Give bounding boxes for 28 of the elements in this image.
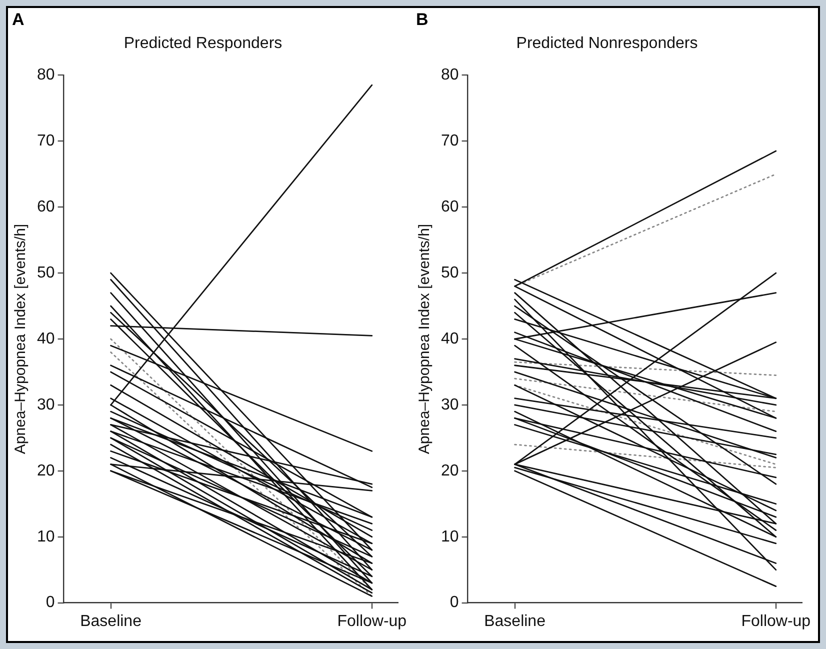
- y-tick-label: 80: [37, 66, 55, 84]
- x-tick-label: Baseline: [80, 612, 142, 630]
- y-tick-label: 10: [441, 528, 459, 546]
- y-tick-label: 40: [441, 330, 459, 348]
- text: B: [416, 10, 428, 30]
- y-tick-label: 70: [441, 132, 459, 150]
- y-tick-label: 0: [46, 594, 55, 612]
- chart-title: Predicted Nonresponders: [516, 35, 698, 52]
- text: A: [12, 10, 24, 30]
- y-tick-label: 50: [441, 264, 459, 282]
- x-tick-label: Follow-up: [337, 612, 407, 630]
- y-tick-label: 10: [37, 528, 55, 546]
- x-tick-label: Follow-up: [741, 612, 811, 630]
- y-tick-label: 50: [37, 264, 55, 282]
- y-tick-label: 0: [450, 594, 459, 612]
- y-tick-label: 20: [37, 462, 55, 480]
- y-tick-label: 40: [37, 330, 55, 348]
- y-tick-label: 60: [37, 198, 55, 216]
- x-tick-label: Baseline: [484, 612, 546, 630]
- y-tick-label: 70: [37, 132, 55, 150]
- y-tick-label: 80: [441, 66, 459, 84]
- y-tick-label: 60: [441, 198, 459, 216]
- y-tick-label: 30: [37, 396, 55, 414]
- y-tick-label: 20: [441, 462, 459, 480]
- y-tick-label: 30: [441, 396, 459, 414]
- y-axis-title: Apnea–Hypopnea Index [events/h]: [416, 224, 434, 454]
- y-axis-title: Apnea–Hypopnea Index [events/h]: [12, 224, 30, 454]
- chart-title: Predicted Responders: [124, 35, 282, 52]
